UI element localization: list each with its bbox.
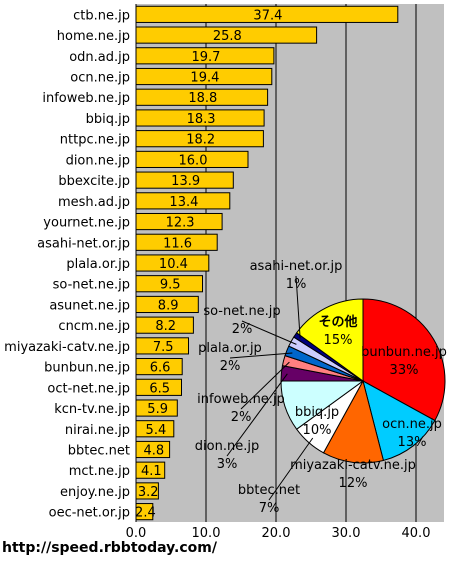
bar-value-label: 11.6 — [163, 236, 192, 251]
bar-value-label: 25.8 — [213, 29, 242, 44]
x-tick-label: 20.0 — [262, 526, 291, 541]
category-label: yournet.ne.jp — [43, 216, 130, 231]
pie-slice-label: ocn.ne.jp — [382, 417, 442, 432]
category-label: oct-net.ne.jp — [47, 381, 130, 396]
bars: 37.4 25.8 19.7 19.4 18.8 18.3 18.2 16.0 13.9 13.4… — [135, 4, 399, 522]
pie-leader-line — [268, 437, 314, 501]
pie-leader-line — [295, 275, 301, 339]
category-label: infoweb.ne.jp — [42, 91, 130, 106]
pie-slice-percent: 15% — [324, 333, 353, 348]
category-label: kcn-tv.ne.jp — [54, 402, 130, 417]
pie-labels: bunbun.ne.jp 33% ocn.ne.jp 13% miyazaki-catv… — [195, 259, 447, 516]
category-label: dion.ne.jp — [66, 153, 130, 168]
pie-slice — [295, 298, 364, 382]
category-label: asahi-net.or.jp — [37, 236, 130, 251]
pie-slice-percent: 12% — [339, 476, 368, 491]
pie-slice-label: infoweb.ne.jp — [197, 392, 285, 407]
category-label: ocn.ne.jp — [70, 71, 130, 86]
x-tick-label: 30.0 — [332, 526, 361, 541]
pie-slice-label: dion.ne.jp — [195, 439, 259, 454]
pie-slice-label: その他 — [318, 314, 357, 330]
bar-value-label: 7.5 — [153, 340, 174, 355]
bar-value-label: 18.2 — [186, 133, 215, 148]
pie-slice — [362, 380, 436, 462]
category-label: enjoy.ne.jp — [60, 485, 130, 500]
pie-leader-line — [229, 352, 293, 359]
bar-value-label: 3.2 — [138, 485, 159, 500]
bar-value-label: 10.4 — [159, 257, 188, 272]
pie-slice-label: asahi-net.or.jp — [250, 259, 343, 274]
bar-value-label: 6.5 — [149, 381, 170, 396]
bar-value-label: 9.5 — [160, 278, 181, 293]
bar-value-label: 13.9 — [171, 174, 200, 189]
category-label: mct.ne.jp — [69, 464, 130, 479]
bar-value-label: 16.0 — [179, 153, 208, 168]
pie-slice-percent: 3% — [217, 457, 238, 472]
source-url: http://speed.rbbtoday.com/ — [2, 540, 217, 556]
category-label: bunbun.ne.jp — [44, 361, 130, 376]
category-label: mesh.ad.jp — [58, 195, 130, 210]
pie-slice — [362, 298, 446, 422]
category-label: miyazaki-catv.ne.jp — [4, 340, 130, 355]
category-label: plala.or.jp — [66, 257, 130, 272]
x-tick-label: 40.0 — [402, 526, 431, 541]
pie-slice-percent: 2% — [220, 359, 241, 374]
x-tick-labels: 0.0 10.0 20.0 30.0 40.0 — [126, 526, 431, 541]
pie-slice-label: bunbun.ne.jp — [361, 345, 447, 360]
pie-chart — [280, 298, 446, 464]
pie-slice-label: bbtec.net — [238, 483, 300, 498]
bar-value-label: 19.4 — [190, 71, 219, 86]
pie-slice-label: so-net.ne.jp — [203, 304, 280, 319]
x-tick-label: 0.0 — [126, 526, 147, 541]
category-label: so-net.ne.jp — [53, 278, 130, 293]
category-label: asunet.ne.jp — [49, 298, 130, 313]
bar-value-label: 5.4 — [146, 423, 167, 438]
category-label: bbexcite.jp — [58, 174, 130, 189]
bar-value-label: 18.8 — [188, 91, 217, 106]
bar-value-label: 8.2 — [155, 319, 176, 334]
bar-value-label: 5.9 — [147, 402, 168, 417]
category-label: cncm.ne.jp — [58, 319, 130, 334]
bar-value-label: 13.4 — [169, 195, 198, 210]
pie-slice-label: miyazaki-catv.ne.jp — [290, 458, 416, 473]
bar-value-label: 19.7 — [191, 50, 220, 65]
category-label: nttpc.ne.jp — [60, 133, 130, 148]
bar-value-label: 8.9 — [158, 298, 179, 313]
category-label: bbiq.jp — [86, 112, 130, 127]
category-label: home.ne.jp — [57, 29, 130, 44]
x-tick-label: 10.0 — [192, 526, 221, 541]
bar-value-label: 6.6 — [150, 361, 171, 376]
pie-slice-percent: 33% — [390, 363, 419, 378]
pie-slice-label: plala.or.jp — [198, 341, 262, 356]
bar-value-label: 12.3 — [166, 216, 195, 231]
category-label: ctb.ne.jp — [73, 8, 130, 23]
pie-slice-label: bbiq.jp — [295, 405, 339, 420]
pie-slice-percent: 13% — [398, 435, 427, 450]
pie-slice-percent: 2% — [232, 322, 253, 337]
pie-slice-percent: 10% — [303, 423, 332, 438]
bar-value-label: 2.4 — [135, 506, 156, 521]
category-label: bbtec.net — [68, 443, 130, 458]
pie-leader-line — [240, 361, 290, 410]
category-label: odn.ad.jp — [69, 50, 130, 65]
pie-slice-percent: 7% — [259, 501, 280, 516]
bar-value-label: 18.3 — [187, 112, 216, 127]
bar-value-label: 4.8 — [143, 443, 164, 458]
category-label: nirai.ne.jp — [65, 423, 130, 438]
pie-slice-percent: 1% — [286, 277, 307, 292]
bar-value-label: 37.4 — [253, 8, 282, 23]
pie-slice — [322, 379, 385, 464]
category-labels: ctb.ne.jp home.ne.jp odn.ad.jp ocn.ne.jp inf… — [4, 8, 130, 520]
pie-slice-percent: 2% — [231, 410, 252, 425]
category-label: oec-net.or.jp — [49, 506, 130, 521]
pie-leader-line — [226, 373, 288, 457]
bar-value-label: 4.1 — [141, 464, 162, 479]
pie-leader-line — [241, 320, 297, 345]
